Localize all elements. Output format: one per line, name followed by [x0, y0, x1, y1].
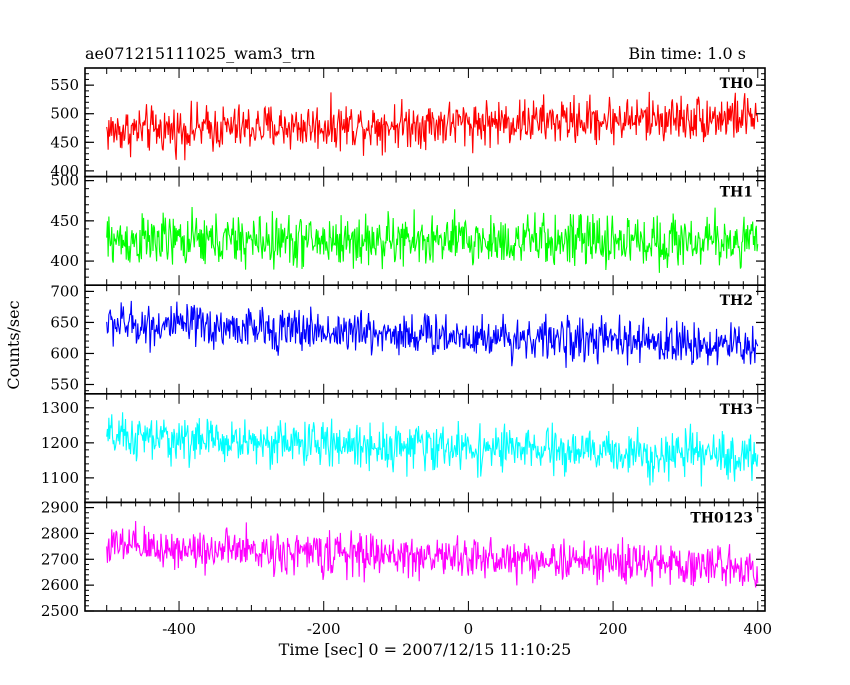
panel-th0: 400 450 500 550 TH0: [50, 67, 766, 180]
x-tick-label: 400: [743, 620, 772, 638]
y-tick-label: 2800: [41, 524, 79, 542]
x-tick-label: 0: [464, 620, 474, 638]
panel-label-th0123: TH0123: [690, 510, 753, 526]
series-line-th0: [106, 91, 759, 161]
bin-time-label: Bin time: 1.0 s: [628, 44, 746, 63]
panel-th1: 400 450 500 TH1: [50, 172, 766, 287]
y-tick-label: 550: [50, 375, 79, 393]
panel-frame-th3: [84, 392, 766, 504]
series-line-th3: [106, 412, 759, 487]
y-tick-label: 550: [50, 76, 79, 94]
y-tick-label: 400: [50, 162, 79, 180]
y-tick-label: 500: [50, 105, 79, 123]
panel-label-th0: TH0: [720, 76, 754, 92]
x-tick-label: -200: [307, 620, 341, 638]
series-line-th1: [106, 207, 759, 273]
x-tick-label: 200: [599, 620, 628, 638]
panel-th3: 1100 1200 1300 TH3: [41, 392, 766, 504]
y-tick-label: 1100: [41, 469, 79, 487]
chart-title: ae071215111025_wam3_trn: [85, 44, 315, 63]
y-tick-label: 600: [50, 344, 79, 362]
panel-label-th2: TH2: [720, 293, 753, 309]
y-tick-label: 700: [50, 282, 79, 300]
series-line-th2: [106, 300, 759, 368]
y-tick-label: 1200: [41, 434, 79, 452]
panels-layer: 400 450 500 550 TH0 400 450 500 TH1 550 600 650 700 T…: [41, 67, 772, 638]
x-axis-label: Time [sec] 0 = 2007/12/15 11:10:25: [279, 640, 572, 659]
y-tick-label: 2700: [41, 550, 79, 568]
panel-label-th1: TH1: [720, 185, 753, 201]
y-tick-label: 650: [50, 313, 79, 331]
panel-label-th3: TH3: [720, 402, 753, 418]
panel-frame-th2: [84, 284, 766, 395]
y-axis-label: Counts/sec: [4, 300, 23, 389]
y-tick-label: 2500: [41, 602, 79, 620]
y-tick-label: 450: [50, 133, 79, 151]
panel-th2: 550 600 650 700 TH2: [50, 282, 766, 395]
y-tick-label: 500: [50, 172, 79, 190]
panel-th0123: 2500 2600 2700 2800 2900 TH0123: [41, 499, 766, 620]
y-tick-label: 1300: [41, 399, 79, 417]
series-line-th0123: [106, 520, 759, 588]
y-tick-label: 400: [50, 252, 79, 270]
y-tick-label: 450: [50, 212, 79, 230]
y-tick-label: 2600: [41, 576, 79, 594]
y-tick-label: 2900: [41, 499, 79, 517]
x-tick-label: -400: [162, 620, 196, 638]
